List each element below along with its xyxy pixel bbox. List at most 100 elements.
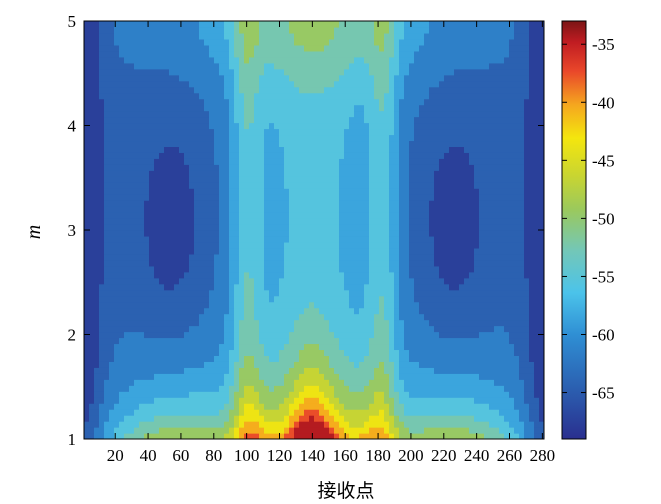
heatmap-cell [289, 409, 295, 416]
heatmap-cell [304, 68, 310, 76]
heatmap-cell [184, 86, 190, 94]
heatmap-cell [259, 218, 265, 225]
heatmap-cell [189, 415, 195, 422]
heatmap-cell [364, 26, 370, 34]
heatmap-cell [429, 170, 435, 177]
heatmap-cell [419, 415, 425, 422]
heatmap-cell [244, 283, 250, 291]
heatmap-cell [114, 170, 120, 177]
heatmap-cell [339, 176, 345, 183]
heatmap-cell [114, 265, 120, 273]
heatmap-cell [319, 253, 325, 261]
heatmap-cell [364, 44, 370, 52]
heatmap-cell [84, 50, 90, 58]
heatmap-cell [359, 325, 365, 333]
heatmap-cell [279, 68, 285, 76]
heatmap-cell [399, 116, 405, 124]
heatmap-cell [264, 116, 270, 124]
heatmap-cell [289, 301, 295, 309]
heatmap-cell [329, 38, 335, 46]
heatmap-cell [254, 68, 260, 76]
heatmap-cell [129, 98, 135, 106]
heatmap-cell [389, 218, 395, 225]
heatmap-cell [434, 158, 440, 165]
heatmap-cell [229, 415, 235, 422]
heatmap-cell [169, 307, 175, 315]
heatmap-cell [174, 289, 180, 297]
heatmap-cell [414, 427, 420, 434]
heatmap-cell [229, 26, 235, 34]
heatmap-cell [189, 188, 195, 195]
heatmap-cell [434, 403, 440, 410]
heatmap-cell [159, 92, 165, 100]
heatmap-cell [179, 32, 185, 40]
heatmap-cell [389, 122, 395, 130]
heatmap-cell [424, 44, 430, 52]
heatmap-cell [244, 265, 250, 273]
heatmap-cell [134, 38, 140, 46]
heatmap-cell [174, 367, 180, 374]
heatmap-cell [119, 361, 125, 368]
heatmap-cell [184, 62, 190, 70]
heatmap-cell [394, 68, 400, 76]
heatmap-cell [84, 158, 90, 165]
heatmap-cell [119, 212, 125, 219]
heatmap-cell [284, 26, 290, 34]
heatmap-cell [379, 397, 385, 404]
heatmap-cell [184, 194, 190, 201]
heatmap-cell [324, 212, 330, 219]
heatmap-cell [404, 409, 410, 416]
heatmap-cell [299, 253, 305, 261]
heatmap-cell [284, 140, 290, 147]
heatmap-cell [239, 68, 245, 76]
heatmap-cell [239, 140, 245, 147]
heatmap-cell [239, 265, 245, 273]
heatmap-cell [199, 158, 205, 165]
heatmap-cell [129, 170, 135, 177]
heatmap-cell [439, 289, 445, 297]
heatmap-cell [299, 421, 305, 428]
heatmap-cell [249, 415, 255, 422]
heatmap-cell [314, 98, 320, 106]
heatmap-cell [129, 140, 135, 147]
heatmap-cell [204, 32, 210, 40]
heatmap-cell [99, 194, 105, 201]
heatmap-cell [354, 218, 360, 225]
heatmap-cell [179, 116, 185, 124]
heatmap-cell [174, 98, 180, 106]
heatmap-cell [154, 188, 160, 195]
heatmap-cell [319, 367, 325, 374]
heatmap-cell [199, 421, 205, 428]
heatmap-cell [394, 427, 400, 434]
heatmap-cell [184, 104, 190, 112]
heatmap-cell [109, 403, 115, 410]
heatmap-cell [214, 230, 220, 237]
heatmap-cell [114, 50, 120, 58]
heatmap-cell [224, 44, 230, 52]
heatmap-cell [294, 289, 300, 297]
heatmap-cell [164, 38, 170, 46]
heatmap-cell [114, 385, 120, 392]
heatmap-cell [94, 86, 100, 94]
heatmap-cell [139, 331, 145, 339]
heatmap-cell [174, 26, 180, 34]
heatmap-cell [224, 355, 230, 362]
heatmap-cell [429, 218, 435, 225]
heatmap-cell [199, 259, 205, 267]
heatmap-cell [184, 206, 190, 213]
heatmap-cell [404, 92, 410, 100]
heatmap-cell [369, 427, 375, 434]
heatmap-cell [269, 206, 275, 213]
heatmap-cell [169, 134, 175, 142]
heatmap-cell [274, 247, 280, 255]
heatmap-cell [354, 206, 360, 213]
heatmap-cell [324, 385, 330, 392]
heatmap-cell [144, 176, 150, 183]
heatmap-cell [264, 331, 270, 339]
heatmap-cell [414, 212, 420, 219]
heatmap-cell [269, 170, 275, 177]
heatmap-cell [189, 134, 195, 142]
heatmap-cell [289, 146, 295, 153]
heatmap-cell [394, 307, 400, 315]
heatmap-cell [339, 206, 345, 213]
